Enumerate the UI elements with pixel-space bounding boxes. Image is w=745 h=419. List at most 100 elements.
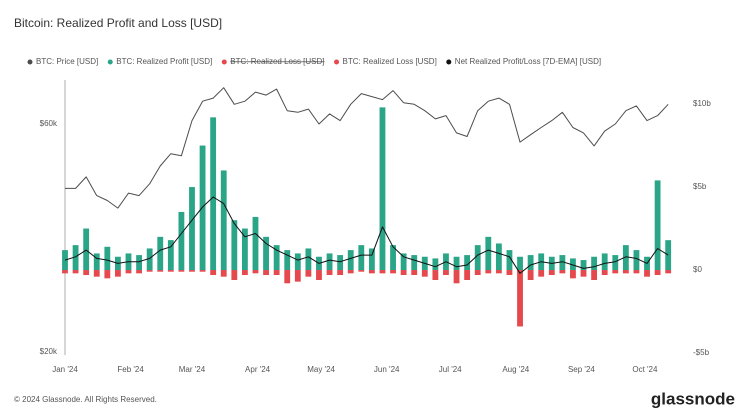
bar	[400, 253, 407, 271]
bar	[453, 256, 460, 271]
brand-logo: glassnode	[651, 389, 735, 408]
x-tick-label: Jul '24	[439, 365, 462, 374]
bar	[644, 270, 650, 277]
bar	[580, 260, 587, 271]
bar	[601, 253, 608, 271]
bar	[358, 270, 365, 272]
bar	[612, 255, 619, 271]
bar	[146, 248, 153, 271]
bar	[411, 255, 418, 271]
bar	[146, 270, 153, 272]
bar	[136, 270, 142, 274]
y2-tick-label: $5b	[693, 182, 707, 191]
y2-tick-label: -$5b	[693, 348, 710, 357]
bar	[622, 270, 629, 274]
x-tick-label: Jun '24	[374, 365, 400, 374]
bar	[527, 270, 534, 280]
bar	[337, 270, 344, 276]
bar	[189, 187, 195, 271]
bar	[464, 255, 471, 271]
y-tick-label: $20k	[40, 347, 58, 356]
legend-label[interactable]: BTC: Realized Loss [USD]	[343, 57, 437, 66]
bar	[294, 270, 301, 282]
bar	[559, 270, 566, 274]
bar	[305, 270, 312, 277]
bar	[495, 270, 502, 274]
bar	[241, 270, 248, 276]
legend-marker	[221, 59, 227, 65]
y2-tick-label: $0	[693, 265, 702, 274]
bar	[453, 270, 460, 284]
bar	[241, 228, 248, 271]
bar	[559, 255, 566, 271]
bar	[294, 253, 301, 271]
bar	[548, 270, 555, 276]
bar	[231, 270, 238, 280]
bar	[358, 245, 365, 271]
bar	[178, 211, 185, 271]
bar	[390, 245, 396, 271]
legend-marker	[27, 59, 33, 65]
bar	[591, 256, 598, 271]
bar	[83, 228, 90, 271]
bar	[273, 270, 280, 276]
bar	[337, 255, 344, 271]
bar	[368, 248, 375, 271]
bar	[157, 236, 164, 271]
bar	[72, 270, 79, 274]
bar	[93, 270, 100, 277]
bar	[136, 255, 142, 271]
x-tick-label: May '24	[307, 365, 335, 374]
bar	[580, 270, 587, 277]
bar	[347, 270, 354, 274]
x-tick-label: Apr '24	[245, 365, 271, 374]
legend-label[interactable]: Net Realized Profit/Loss [7D-EMA] [USD]	[455, 57, 601, 66]
bar	[633, 250, 640, 271]
bar	[263, 236, 269, 271]
bar	[506, 250, 513, 271]
copyright: © 2024 Glassnode. All Rights Reserved.	[14, 395, 157, 404]
legend-label[interactable]: BTC: Price [USD]	[36, 57, 98, 66]
bar	[368, 270, 375, 274]
bar	[316, 270, 322, 280]
bar	[517, 270, 523, 327]
bar	[347, 250, 354, 271]
bar	[93, 253, 100, 271]
bar	[263, 270, 269, 276]
bar	[167, 270, 174, 272]
legend-marker	[446, 59, 452, 65]
bar	[273, 245, 280, 271]
chart-title: Bitcoin: Realized Profit and Loss [USD]	[14, 16, 222, 30]
line	[65, 87, 669, 209]
bar	[654, 180, 661, 271]
x-tick-label: Aug '24	[502, 365, 529, 374]
bar	[326, 253, 333, 271]
x-tick-label: Jan '24	[52, 365, 78, 374]
bar	[305, 248, 312, 271]
bar	[220, 170, 227, 271]
x-tick-label: Feb '24	[117, 365, 144, 374]
bar	[104, 246, 111, 271]
x-tick-label: Sep '24	[568, 365, 595, 374]
bar	[622, 245, 629, 271]
bar	[125, 270, 132, 274]
legend-label[interactable]: BTC: Realized Loss [USD]	[230, 57, 324, 66]
bar	[390, 270, 396, 274]
bar	[167, 240, 174, 271]
bar	[62, 270, 68, 274]
bar	[517, 256, 523, 271]
bar	[474, 270, 481, 276]
bar	[665, 270, 672, 274]
bar	[157, 270, 164, 272]
legend-marker	[334, 59, 340, 65]
bar	[570, 270, 576, 279]
legend-label[interactable]: BTC: Realized Profit [USD]	[116, 57, 212, 66]
bar	[178, 270, 185, 272]
bar	[633, 270, 640, 274]
bar	[252, 216, 259, 271]
bar	[421, 270, 428, 277]
bar	[115, 270, 121, 277]
bar	[252, 270, 259, 274]
